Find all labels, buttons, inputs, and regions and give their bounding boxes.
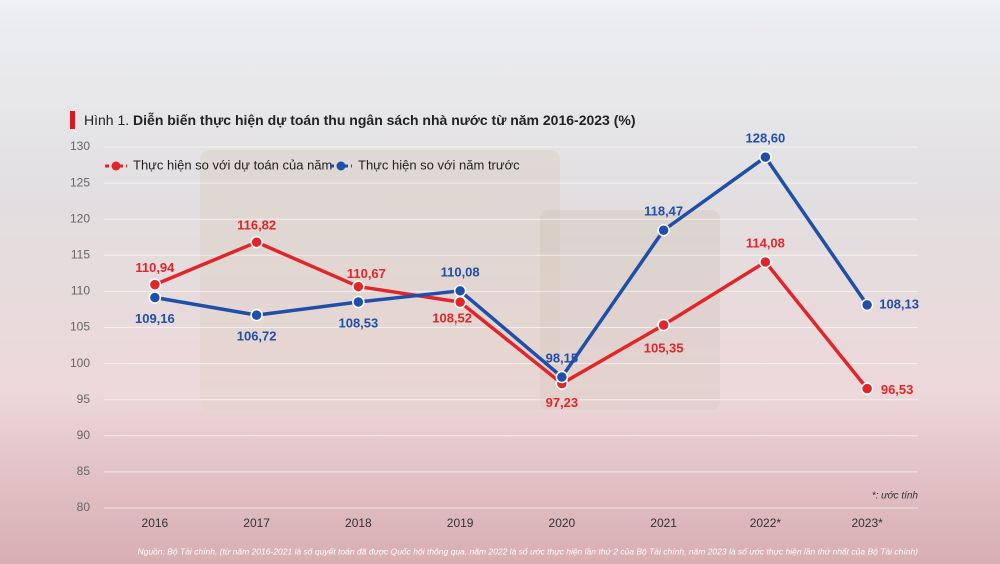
- legend-marker: [336, 161, 346, 171]
- legend-label: Thực hiện so với năm trước: [358, 157, 520, 172]
- data-point: [759, 150, 772, 164]
- title-marker: [70, 111, 75, 129]
- legend-marker: [111, 161, 121, 171]
- data-point: [148, 278, 162, 291]
- value-label: 110,94: [135, 260, 175, 275]
- value-label: 97,23: [546, 395, 579, 410]
- value-label: 105,35: [644, 340, 684, 355]
- data-point: [657, 318, 670, 332]
- value-label: 106,72: [237, 329, 277, 344]
- x-tick-label: 2022*: [750, 516, 782, 530]
- legend-label: Thực hiện so với dự toán của năm: [133, 157, 332, 172]
- value-label: 108,52: [432, 311, 472, 326]
- x-tick-label: 2021: [650, 516, 677, 530]
- data-point: [352, 295, 365, 309]
- series-line: [154, 155, 869, 379]
- series-line: [154, 240, 869, 390]
- value-label: 110,67: [347, 266, 386, 281]
- source: Nguồn: Bộ Tài chính, (từ năm 2016-2021 l…: [137, 546, 918, 556]
- x-tick-label: 2023*: [851, 516, 883, 530]
- data-point: [250, 235, 263, 249]
- y-tick-label: 95: [77, 392, 91, 406]
- title-text: Diễn biến thực hiện dự toán thu ngân sác…: [133, 112, 635, 128]
- data-point: [453, 295, 467, 309]
- data-point: [860, 382, 874, 395]
- x-tick-label: 2019: [447, 516, 474, 530]
- chart-title: Hình 1. Diễn biến thực hiện dự toán thu …: [84, 112, 636, 128]
- data-point: [759, 255, 772, 269]
- value-label: 109,16: [135, 311, 175, 326]
- value-label: 96,53: [881, 382, 914, 397]
- y-tick-label: 105: [70, 320, 90, 334]
- data-point: [453, 284, 467, 298]
- x-tick-label: 2018: [345, 516, 372, 530]
- value-label: 114,08: [746, 235, 785, 250]
- data-point: [250, 308, 263, 322]
- value-label: 110,08: [441, 264, 480, 279]
- y-tick-label: 80: [77, 500, 91, 514]
- data-point: [860, 298, 874, 312]
- legend: Thực hiện so với dự toán của năm Thực hiệ…: [105, 157, 520, 172]
- y-tick-label: 90: [77, 428, 91, 442]
- data-point: [148, 291, 162, 304]
- data-point: [352, 280, 365, 293]
- y-tick-label: 115: [71, 247, 90, 261]
- value-label: 108,53: [338, 315, 378, 330]
- data-point: [657, 223, 670, 237]
- note: *: ước tính: [872, 491, 919, 502]
- x-tick-label: 2017: [243, 516, 270, 530]
- value-label: 98,15: [546, 350, 579, 365]
- x-tick-label: 2020: [549, 516, 576, 530]
- title-number: Hình 1.: [84, 112, 129, 128]
- x-tick-label: 2016: [142, 516, 169, 530]
- y-tick-label: 130: [70, 139, 90, 153]
- y-tick-label: 110: [71, 284, 90, 298]
- value-label: 118,47: [644, 204, 683, 219]
- y-tick-label: 85: [77, 464, 91, 478]
- value-label: 108,13: [879, 296, 919, 311]
- value-label: 128,60: [745, 131, 785, 146]
- y-tick-label: 100: [70, 356, 90, 370]
- y-tick-label: 120: [70, 211, 90, 225]
- data-point: [555, 370, 569, 384]
- y-tick-label: 125: [70, 175, 90, 189]
- value-label: 116,82: [237, 218, 276, 233]
